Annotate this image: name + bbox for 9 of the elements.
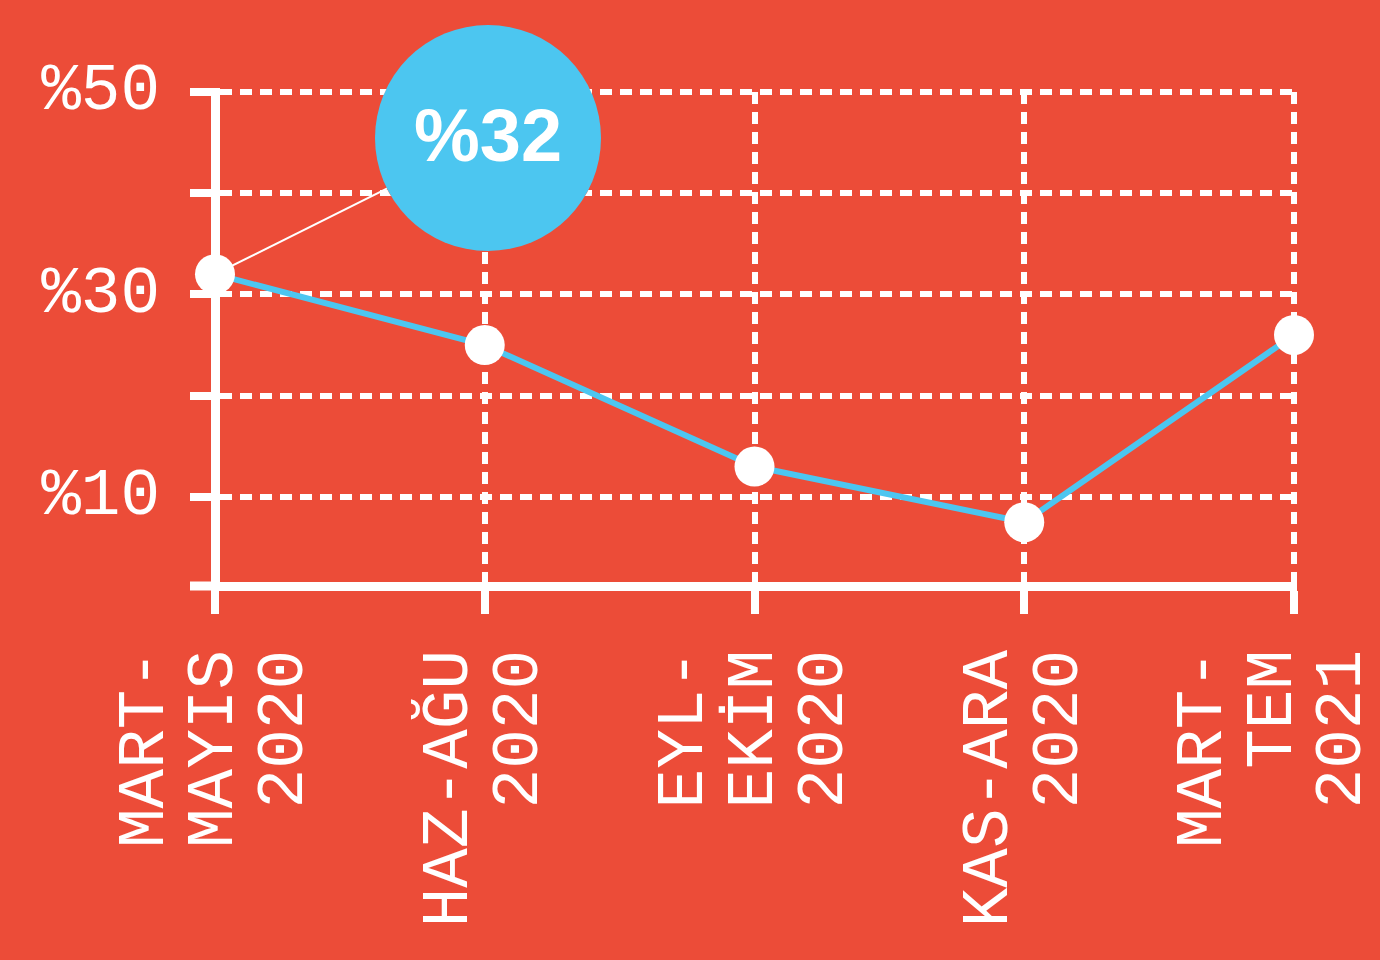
x-tick-label: HAZ-AĞU 2020 [411, 650, 558, 928]
x-tick-label: MART- MAYIS 2020 [107, 650, 323, 849]
x-tick-label: KAS-ARA 2020 [951, 649, 1097, 928]
x-tick-label: MART- TEM 2021 [1165, 650, 1380, 849]
y-tick-label: %10 [41, 459, 160, 535]
x-tick-label: EYL- EKİM 2020 [647, 650, 862, 809]
y-tick-label: %30 [41, 256, 160, 332]
data-label: %32 [413, 93, 563, 177]
y-tick-label: %50 [41, 54, 160, 130]
